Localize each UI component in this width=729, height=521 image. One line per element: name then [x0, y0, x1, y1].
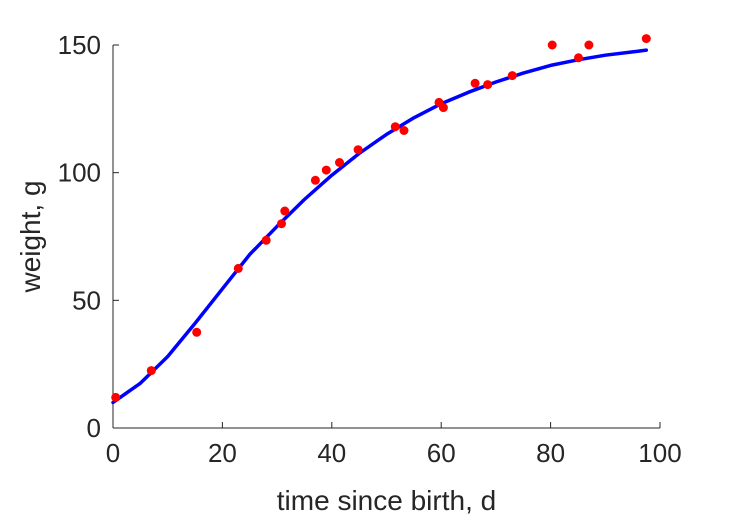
x-tick-label: 100	[638, 438, 681, 468]
x-tick-label: 0	[106, 438, 120, 468]
data-point	[277, 219, 286, 229]
data-point	[584, 40, 594, 50]
data-point	[146, 366, 156, 376]
y-tick-label: 50	[72, 285, 101, 315]
data-point	[261, 235, 271, 245]
y-tick-label: 100	[58, 158, 101, 188]
x-tick-label: 80	[536, 438, 565, 468]
data-point	[192, 327, 202, 337]
data-point	[233, 263, 243, 273]
data-point	[641, 34, 651, 44]
data-point	[321, 165, 331, 175]
fit-curve-layer	[111, 48, 649, 405]
x-axis-ticks: 0 20 40 60 80 100	[106, 422, 682, 468]
data-point	[470, 78, 480, 88]
data-point	[507, 71, 517, 81]
data-point	[111, 392, 121, 402]
data-points-layer	[111, 34, 651, 402]
data-point	[574, 53, 583, 63]
data-point	[399, 126, 409, 135]
data-point	[390, 122, 400, 132]
data-point	[353, 145, 363, 155]
data-point	[438, 103, 448, 113]
data-point	[547, 40, 557, 50]
plot-area: 0 20 40 60 80 100 0 50 100 150	[58, 30, 682, 468]
y-axis-ticks: 0 50 100 150	[58, 30, 119, 443]
data-point	[310, 175, 320, 185]
data-point	[280, 206, 290, 216]
x-tick-label: 20	[208, 438, 237, 468]
data-point	[483, 80, 493, 90]
y-tick-label: 150	[58, 30, 101, 60]
x-tick-label: 40	[317, 438, 346, 468]
fit-curve	[111, 48, 649, 405]
x-tick-label: 60	[427, 438, 456, 468]
y-axis-label: weight, g	[15, 180, 46, 293]
x-axis-label: time since birth, d	[277, 485, 496, 516]
y-tick-label: 0	[87, 413, 101, 443]
data-point	[335, 158, 344, 167]
